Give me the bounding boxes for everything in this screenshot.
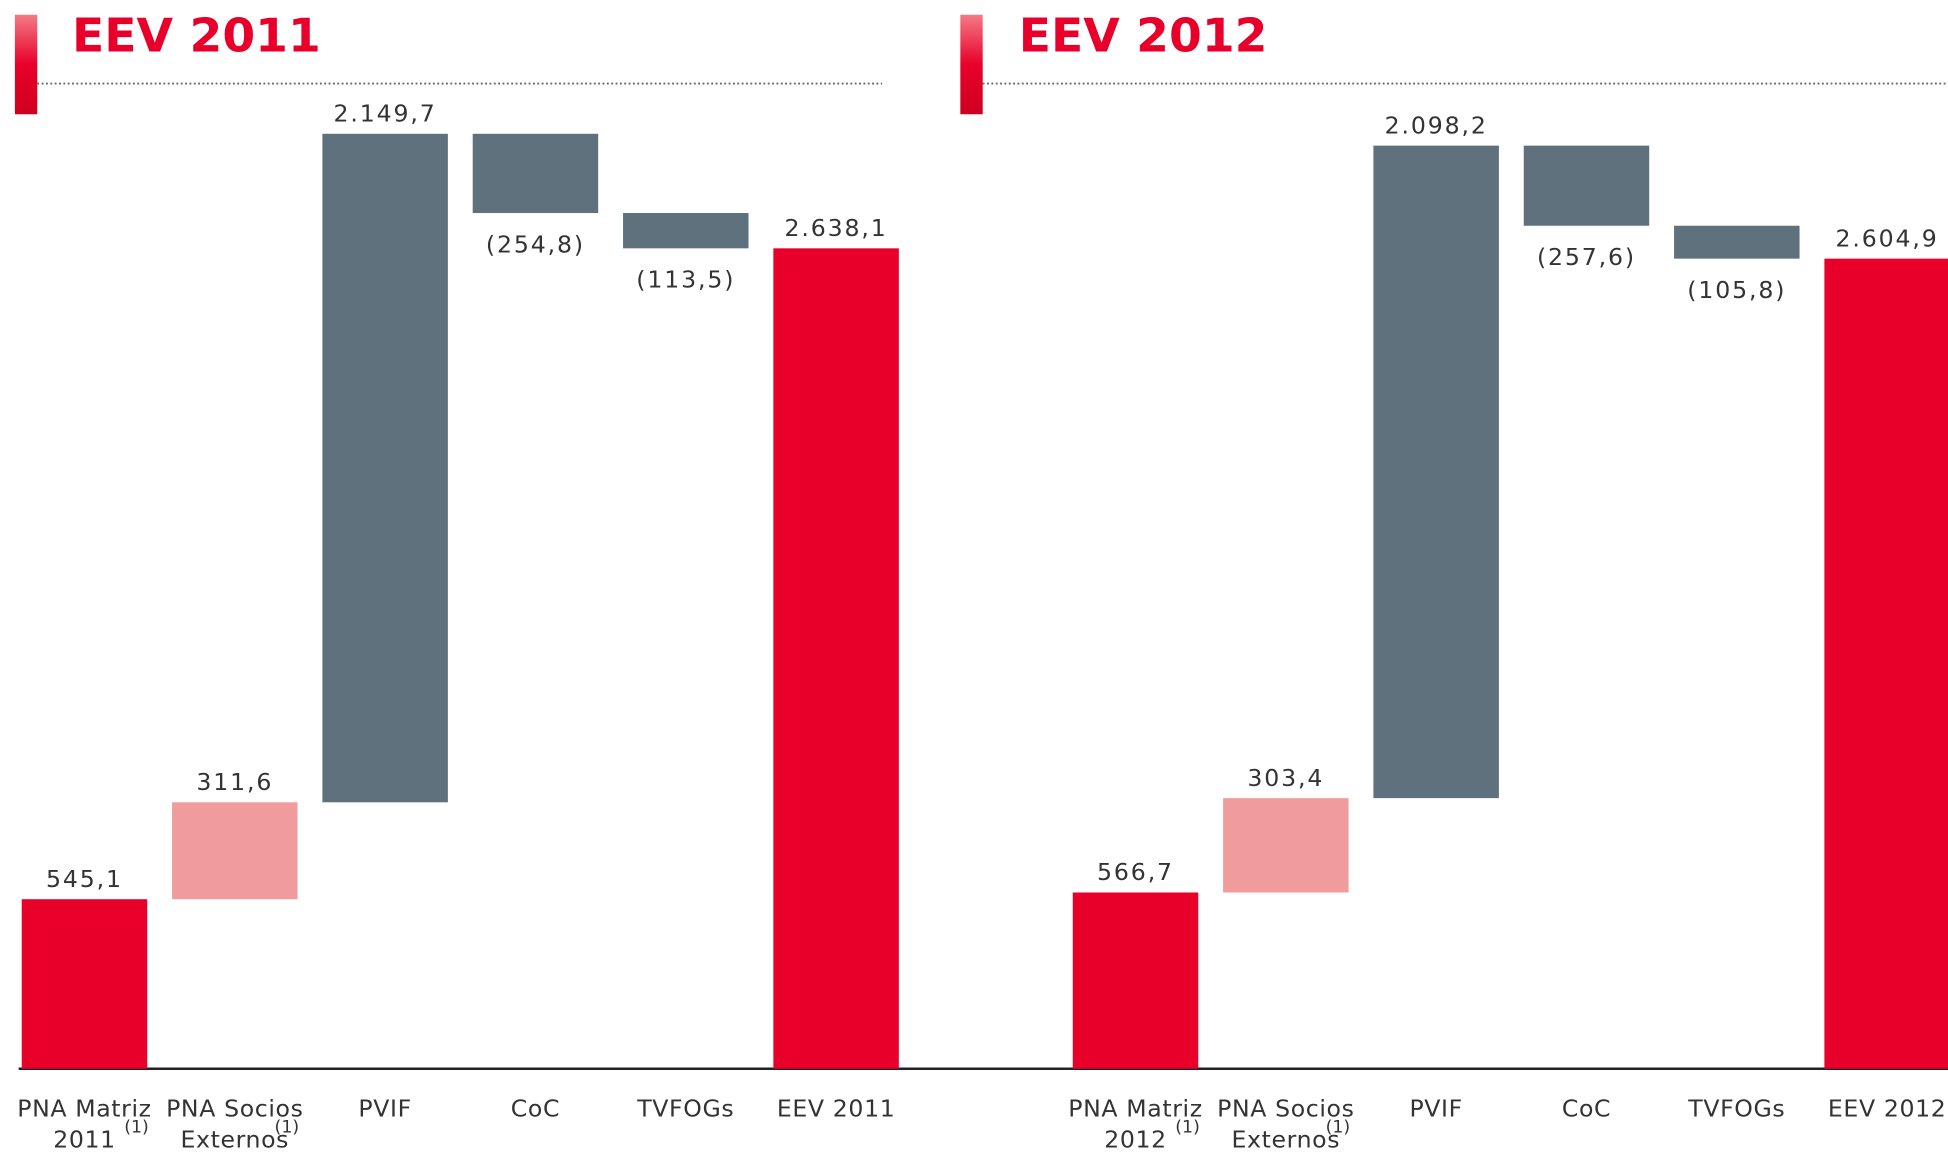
bar xyxy=(623,213,749,249)
footnote-marker: (1) xyxy=(275,1118,300,1138)
x-tick-label: PVIF xyxy=(1409,1095,1462,1123)
x-tick-label: Externos xyxy=(181,1125,290,1153)
value-label: 311,6 xyxy=(196,768,273,796)
value-label: 2.098,2 xyxy=(1385,111,1488,139)
value-label: (105,8) xyxy=(1687,276,1786,304)
bar xyxy=(1674,225,1800,259)
value-label: 545,1 xyxy=(46,865,123,893)
bar xyxy=(172,802,298,900)
x-tick-label: CoC xyxy=(511,1095,560,1123)
value-label: (113,5) xyxy=(636,266,735,294)
value-label: (257,6) xyxy=(1537,243,1636,271)
bar xyxy=(1072,892,1199,1069)
x-tick-label: TVFOGs xyxy=(636,1095,734,1123)
title-accent xyxy=(960,14,983,115)
bar xyxy=(322,133,448,803)
footnote-marker: (1) xyxy=(1326,1118,1351,1138)
value-label: 2.604,9 xyxy=(1836,224,1939,252)
x-tick-label: PNA Matriz xyxy=(1068,1095,1202,1123)
chart-title: EEV 2011 xyxy=(72,9,321,64)
x-tick-label: PNA Socios xyxy=(1217,1095,1354,1123)
x-tick-label: EEV 2011 xyxy=(777,1095,896,1123)
value-label: 2.149,7 xyxy=(334,100,437,128)
bar xyxy=(1523,145,1650,226)
value-label: 303,4 xyxy=(1247,764,1324,792)
x-tick-label: TVFOGs xyxy=(1687,1095,1785,1123)
footnote-marker: (1) xyxy=(124,1118,149,1138)
x-tick-label: EEV 2012 xyxy=(1828,1095,1947,1123)
x-tick-label: Externos xyxy=(1232,1125,1341,1153)
bar xyxy=(1824,258,1948,1069)
value-label: (254,8) xyxy=(486,230,585,258)
title-accent xyxy=(14,14,38,115)
bar xyxy=(472,133,599,214)
value-label: 566,7 xyxy=(1097,858,1174,886)
x-tick-label: 2011 xyxy=(53,1125,116,1153)
x-tick-label: PVIF xyxy=(358,1095,411,1123)
bar xyxy=(773,248,899,1069)
bar xyxy=(1373,145,1499,799)
footnote-marker: (1) xyxy=(1175,1118,1200,1138)
x-tick-label: CoC xyxy=(1562,1095,1611,1123)
chart-title: EEV 2012 xyxy=(1019,9,1268,64)
bar xyxy=(21,899,148,1069)
x-tick-label: PNA Matriz xyxy=(17,1095,151,1123)
bar xyxy=(1223,798,1349,893)
x-tick-label: 2012 xyxy=(1104,1125,1167,1153)
x-tick-label: PNA Socios xyxy=(166,1095,303,1123)
value-label: 2.638,1 xyxy=(785,214,888,242)
